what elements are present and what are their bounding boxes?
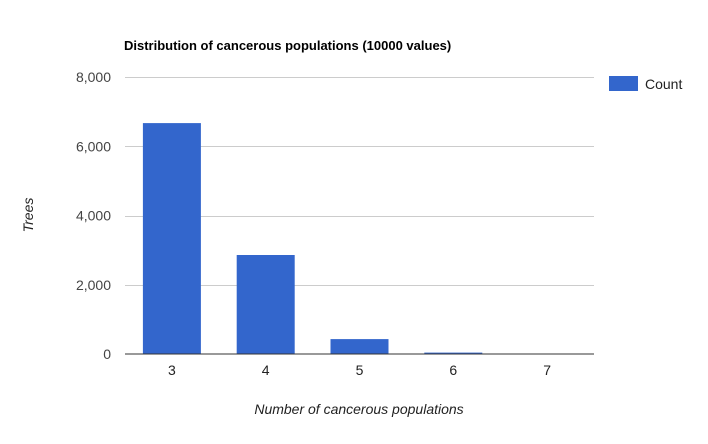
bars <box>143 123 576 354</box>
x-tick-label: 4 <box>262 362 270 378</box>
y-tick-label: 8,000 <box>76 69 111 85</box>
x-axis-tick-labels: 3 4 5 6 7 <box>168 362 551 378</box>
chart-title: Distribution of cancerous populations (1… <box>124 38 451 53</box>
y-tick-label: 6,000 <box>76 138 111 154</box>
y-tick-label: 2,000 <box>76 277 111 293</box>
x-tick-label: 7 <box>543 362 551 378</box>
legend-swatch <box>609 76 638 91</box>
legend-label-count: Count <box>645 76 682 92</box>
bar-5[interactable] <box>331 339 389 354</box>
x-tick-label: 6 <box>449 362 457 378</box>
y-axis-tick-labels: 0 2,000 4,000 6,000 8,000 <box>76 69 111 362</box>
x-axis-title: Number of cancerous populations <box>254 401 463 417</box>
y-axis-title: Trees <box>20 198 36 233</box>
bar-4[interactable] <box>237 255 295 354</box>
bar-3[interactable] <box>143 123 201 354</box>
x-tick-label: 5 <box>356 362 364 378</box>
y-tick-label: 4,000 <box>76 208 111 224</box>
legend: Count <box>609 76 682 92</box>
y-tick-label: 0 <box>103 346 111 362</box>
x-tick-label: 3 <box>168 362 176 378</box>
